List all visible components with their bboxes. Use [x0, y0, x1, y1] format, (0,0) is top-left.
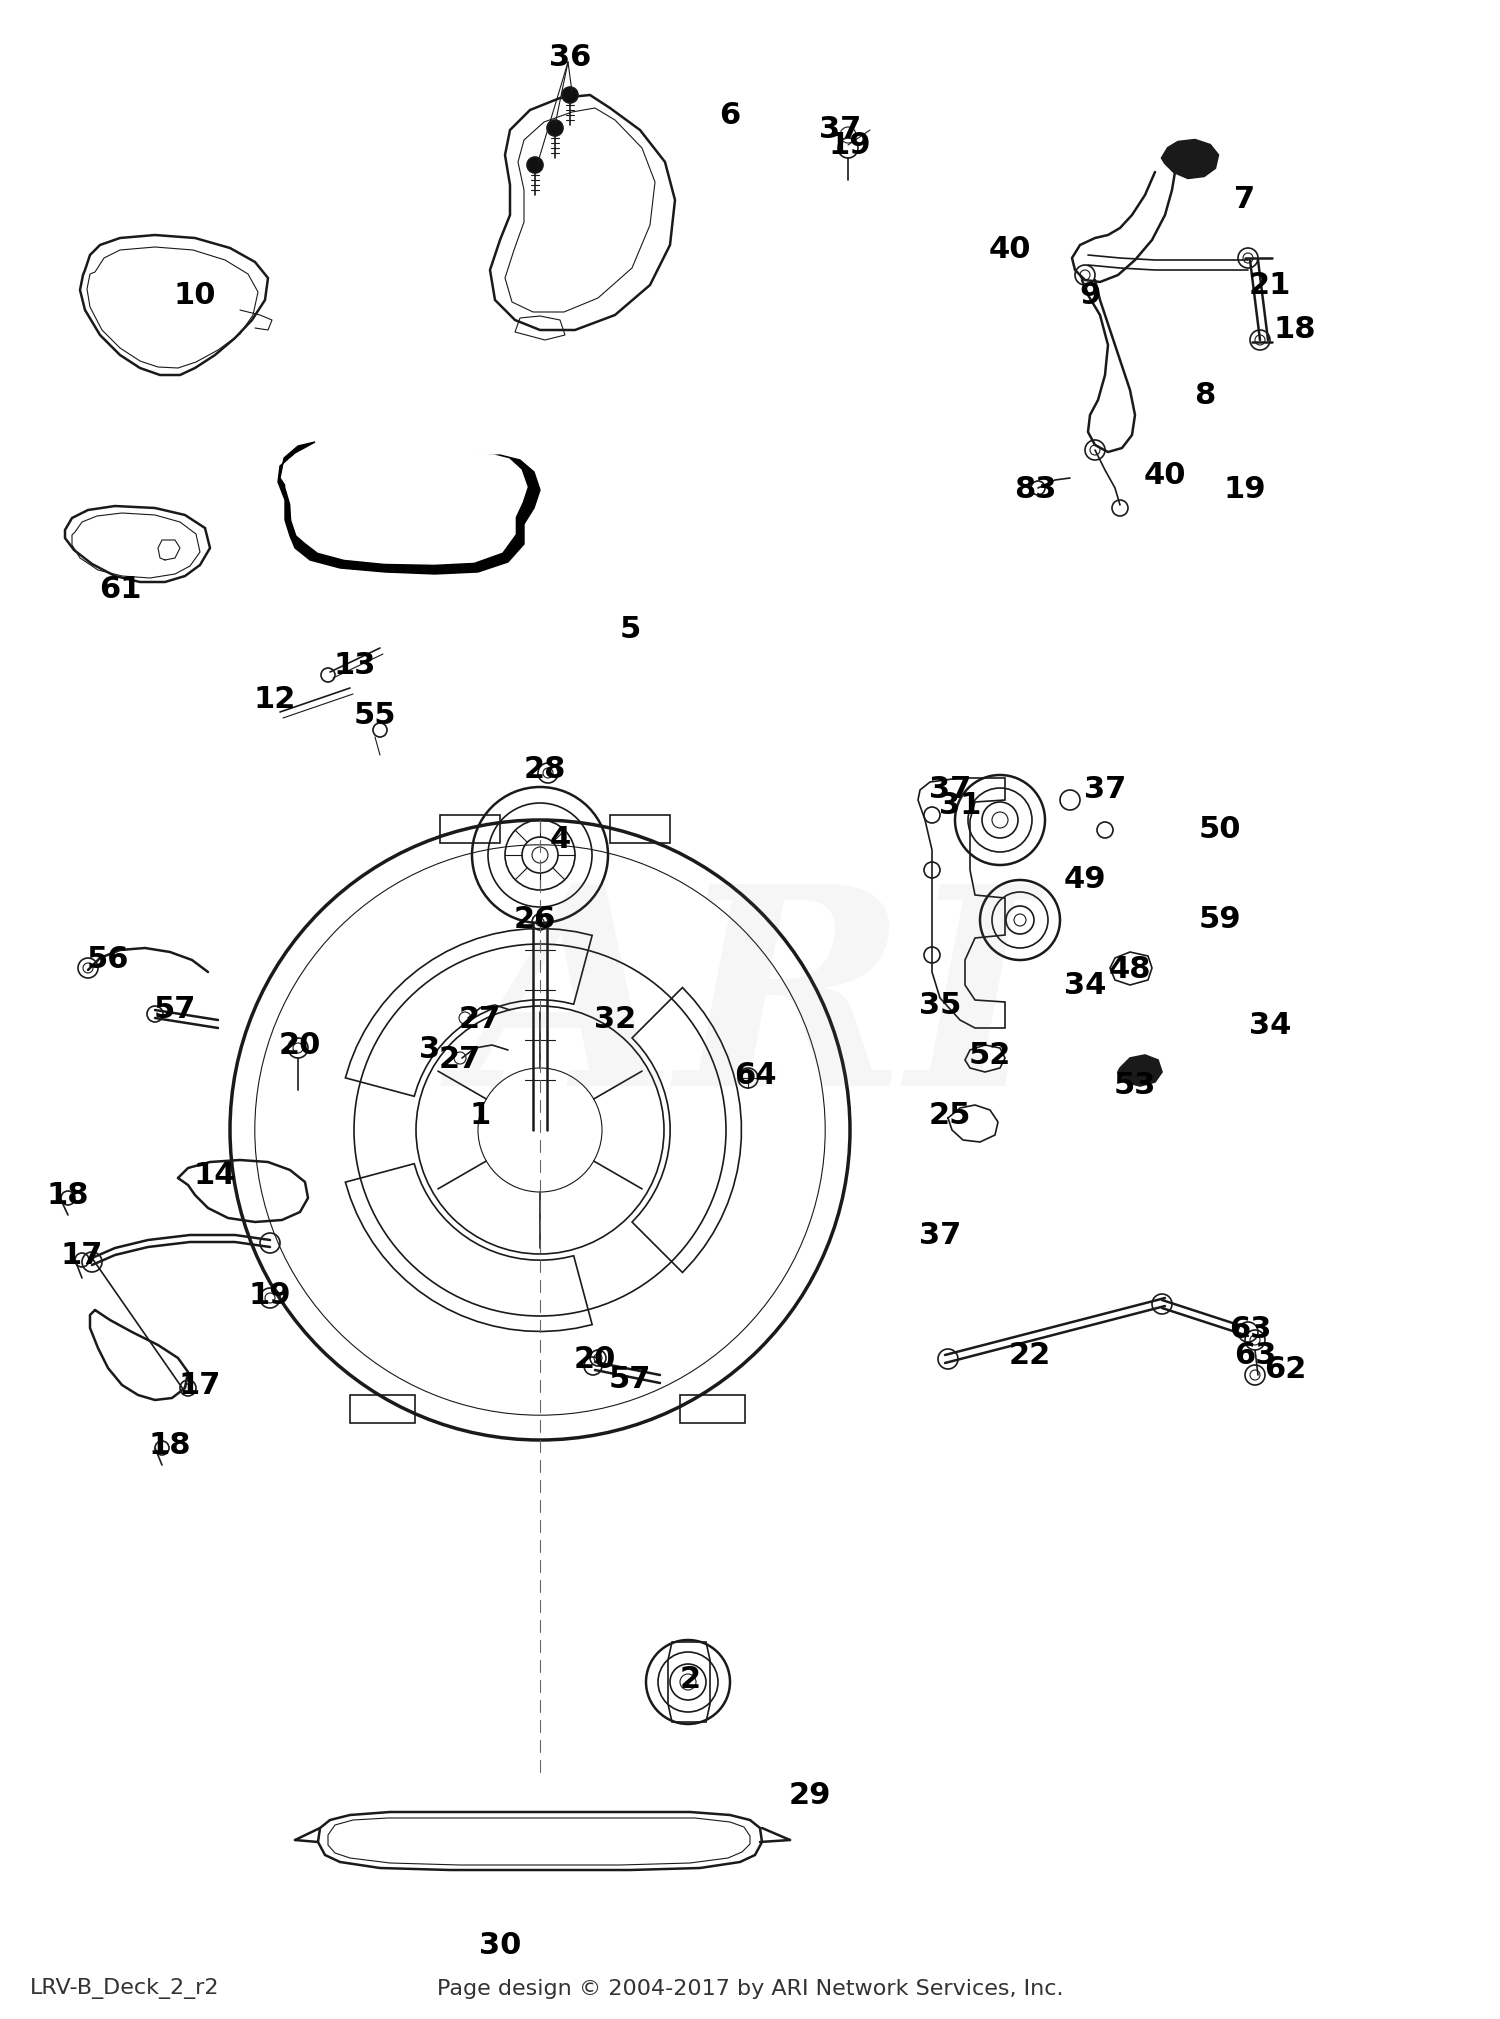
Polygon shape	[1162, 139, 1218, 178]
Text: 37: 37	[819, 115, 861, 145]
Text: 55: 55	[354, 701, 396, 729]
Text: 6: 6	[720, 101, 741, 129]
Text: 34: 34	[1064, 971, 1106, 999]
Circle shape	[548, 119, 562, 135]
Text: 18: 18	[1274, 315, 1317, 345]
Circle shape	[562, 87, 578, 103]
Text: 34: 34	[1250, 1010, 1292, 1040]
Text: 57: 57	[609, 1365, 651, 1395]
Text: 28: 28	[524, 755, 566, 785]
Text: 27: 27	[459, 1005, 501, 1034]
Text: 37: 37	[920, 1221, 962, 1250]
Text: 63: 63	[1228, 1316, 1270, 1345]
Polygon shape	[285, 448, 526, 563]
Text: 5: 5	[620, 616, 640, 644]
Text: 57: 57	[154, 995, 196, 1024]
Text: 32: 32	[594, 1005, 636, 1034]
Text: 7: 7	[1234, 186, 1256, 214]
Text: 53: 53	[1114, 1070, 1156, 1100]
Text: 14: 14	[194, 1161, 237, 1189]
Text: 19: 19	[828, 131, 872, 160]
Text: 64: 64	[734, 1060, 777, 1090]
Text: 36: 36	[549, 44, 591, 73]
Text: 12: 12	[254, 686, 296, 715]
Text: 40: 40	[988, 236, 1032, 264]
Text: 22: 22	[1010, 1341, 1052, 1369]
Text: 27: 27	[440, 1046, 482, 1074]
Text: 50: 50	[1198, 816, 1242, 844]
Text: 18: 18	[148, 1431, 192, 1460]
Text: LRV-B_Deck_2_r2: LRV-B_Deck_2_r2	[30, 1979, 219, 1999]
Text: 8: 8	[1194, 380, 1215, 410]
Text: 63: 63	[1234, 1341, 1276, 1369]
Text: 61: 61	[99, 575, 141, 604]
Text: 17: 17	[62, 1240, 104, 1270]
Text: 17: 17	[178, 1371, 220, 1399]
Text: 37: 37	[1084, 775, 1126, 804]
Text: 20: 20	[279, 1030, 321, 1060]
Text: 52: 52	[969, 1040, 1011, 1070]
Text: 56: 56	[87, 945, 129, 975]
Text: 25: 25	[928, 1100, 970, 1129]
Circle shape	[526, 157, 543, 174]
Text: ARI: ARI	[462, 874, 1038, 1145]
Text: 31: 31	[939, 791, 981, 820]
Text: 21: 21	[1250, 271, 1292, 299]
Text: 10: 10	[174, 281, 216, 309]
Text: 26: 26	[514, 905, 556, 935]
Text: 2: 2	[680, 1666, 700, 1694]
Text: 9: 9	[1080, 281, 1101, 309]
Text: 83: 83	[1014, 476, 1056, 505]
Text: 18: 18	[46, 1181, 90, 1209]
Polygon shape	[1118, 1056, 1162, 1086]
Text: 13: 13	[334, 650, 376, 680]
Text: 48: 48	[1108, 955, 1152, 985]
Text: 19: 19	[1224, 476, 1266, 505]
Text: 4: 4	[549, 826, 570, 854]
Text: 29: 29	[789, 1781, 831, 1809]
Text: Page design © 2004-2017 by ARI Network Services, Inc.: Page design © 2004-2017 by ARI Network S…	[436, 1979, 1064, 1999]
Polygon shape	[278, 442, 540, 573]
Text: 30: 30	[478, 1930, 520, 1960]
Text: 62: 62	[1264, 1355, 1306, 1385]
Text: 19: 19	[249, 1280, 291, 1310]
Text: 3: 3	[420, 1036, 441, 1064]
Text: 1: 1	[470, 1100, 490, 1129]
Text: 35: 35	[920, 991, 962, 1020]
Text: 40: 40	[1143, 460, 1186, 489]
Text: 59: 59	[1198, 905, 1242, 935]
Text: 49: 49	[1064, 866, 1107, 894]
Text: 37: 37	[928, 775, 970, 804]
Text: 20: 20	[574, 1345, 616, 1375]
